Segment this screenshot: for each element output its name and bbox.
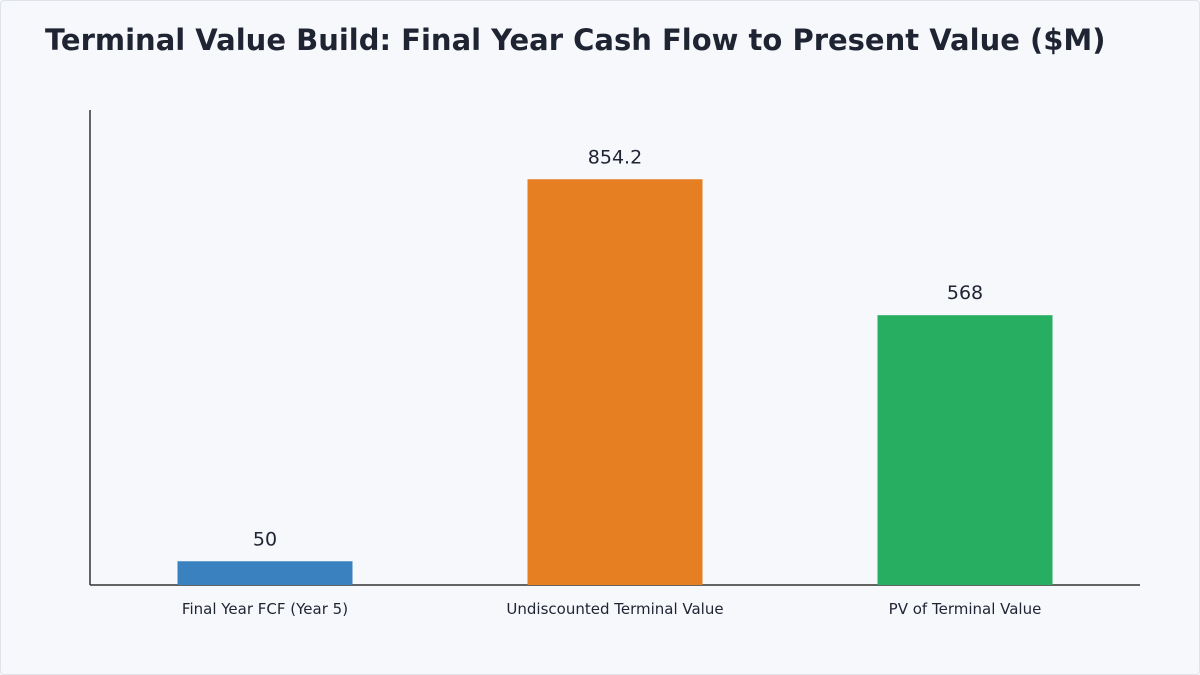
bar-2	[527, 179, 703, 585]
category-label-3: PV of Terminal Value	[889, 600, 1042, 618]
bar-value-label-3: 568	[947, 282, 983, 304]
bar-3	[877, 315, 1053, 585]
category-label-1: Final Year FCF (Year 5)	[182, 600, 348, 618]
bar-value-label-2: 854.2	[588, 146, 642, 168]
bar-1	[177, 561, 353, 585]
bars-group: 50 Final Year FCF (Year 5) 854.2 Undiscount…	[177, 146, 1053, 618]
chart-title: Terminal Value Build: Final Year Cash Fl…	[45, 23, 1106, 57]
bar-value-label-1: 50	[253, 528, 277, 550]
category-label-2: Undiscounted Terminal Value	[506, 600, 723, 618]
